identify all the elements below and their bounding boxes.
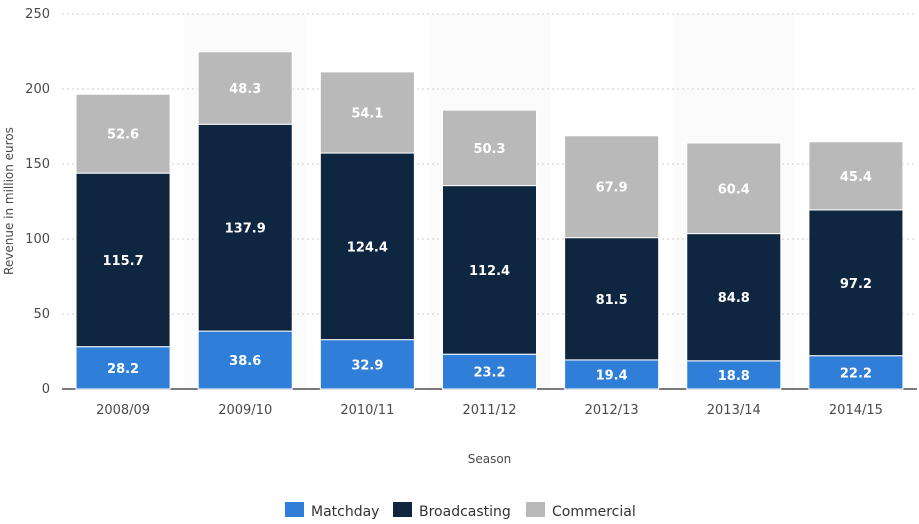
data-label: 48.3 [229, 82, 261, 97]
bars: 28.2 115.7 52.6 38.6 137.9 48.3 32.9 124.4 54.1 2… [75, 51, 904, 390]
y-tick-label: 100 [25, 232, 50, 247]
bar-segment-broadcasting [441, 185, 538, 355]
legend-label-commercial: Commercial [552, 504, 636, 520]
bar-segment-matchday [564, 359, 660, 390]
bar-segment-matchday [197, 330, 293, 390]
y-tick-label: 0 [42, 382, 50, 397]
data-label: 115.7 [103, 254, 144, 269]
data-label: 32.9 [351, 358, 383, 373]
x-tick-label: 2014/15 [829, 403, 883, 418]
bar-segment-broadcasting [75, 172, 171, 348]
bar-segment-broadcasting [319, 152, 415, 341]
bar-segment-broadcasting [564, 237, 660, 361]
bar-segment-commercial [75, 93, 171, 174]
data-label: 97.2 [840, 277, 872, 292]
y-axis-title: Revenue in million euros [2, 127, 16, 275]
legend-swatch-matchday [285, 502, 304, 517]
legend-label-broadcasting: Broadcasting [419, 504, 511, 520]
data-label: 19.4 [596, 368, 628, 383]
x-tick-label: 2011/12 [462, 403, 516, 418]
bar-segment-commercial [319, 71, 415, 154]
bar-segment-matchday [319, 339, 415, 390]
data-label: 18.8 [718, 369, 750, 384]
data-label: 84.8 [718, 291, 750, 306]
data-label: 54.1 [351, 106, 383, 121]
data-label: 52.6 [107, 128, 139, 143]
legend-swatch-broadcasting [393, 502, 412, 517]
bar-segment-commercial [808, 141, 904, 211]
legend-label-matchday: Matchday [311, 504, 379, 520]
data-label: 28.2 [107, 362, 139, 377]
bar-segment-commercial [564, 135, 660, 239]
data-label: 137.9 [225, 222, 266, 237]
bar-segment-commercial [441, 109, 538, 187]
x-tick-label: 2012/13 [585, 403, 639, 418]
data-label: 112.4 [469, 264, 510, 279]
x-tick-label: 2010/11 [340, 403, 394, 418]
bar-segment-commercial [197, 51, 293, 125]
bar-segment-matchday [808, 355, 904, 390]
data-label: 23.2 [473, 366, 505, 381]
bar-segment-broadcasting [686, 233, 782, 362]
data-label: 67.9 [596, 181, 628, 196]
x-tick-label: 2008/09 [96, 403, 150, 418]
data-label: 22.2 [840, 366, 872, 381]
x-axis-title: Season [468, 452, 512, 466]
x-tick-label: 2009/10 [218, 403, 272, 418]
data-label: 38.6 [229, 354, 261, 369]
bar-segment-matchday [441, 353, 538, 390]
data-label: 81.5 [596, 293, 628, 308]
bar-segment-commercial [686, 142, 782, 235]
data-label: 124.4 [347, 240, 388, 255]
y-tick-label: 200 [25, 82, 50, 97]
x-axis-ticks: 2008/09 2009/10 2010/11 2011/12 2012/13 2013/… [96, 403, 883, 418]
legend-swatch-commercial [526, 502, 545, 517]
x-tick-label: 2013/14 [707, 403, 761, 418]
data-label: 50.3 [473, 142, 505, 157]
y-tick-label: 250 [25, 7, 50, 22]
data-label: 45.4 [840, 170, 872, 185]
data-label: 60.4 [718, 182, 750, 197]
y-tick-label: 50 [33, 307, 50, 322]
y-axis-ticks: 0 50 100 150 200 250 [25, 7, 50, 397]
bar-segment-broadcasting [808, 209, 904, 357]
bar-segment-matchday [686, 360, 782, 390]
y-tick-label: 150 [25, 157, 50, 172]
legend: Matchday Broadcasting Commercial [285, 502, 636, 520]
